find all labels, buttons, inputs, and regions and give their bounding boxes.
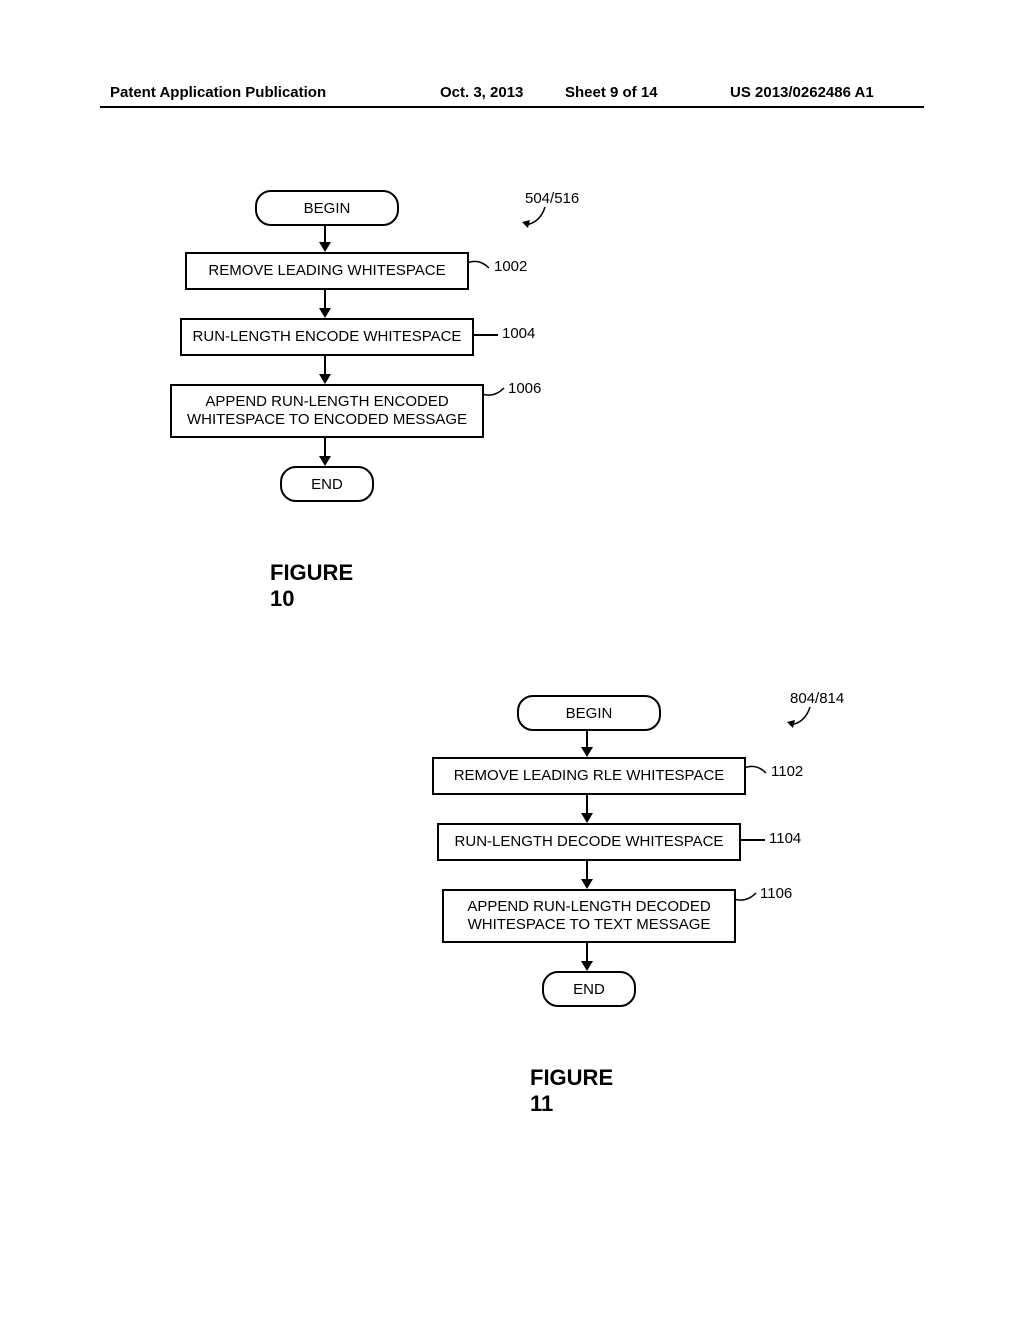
fig10-arrow-2 bbox=[324, 288, 326, 308]
fig10-step-1002-label: REMOVE LEADING WHITESPACE bbox=[208, 262, 445, 280]
fig11-ref-1106: 1106 bbox=[760, 885, 792, 902]
fig11-step-1106: APPEND RUN-LENGTH DECODED WHITESPACE TO … bbox=[442, 889, 736, 943]
fig10-ref-1002: 1002 bbox=[494, 258, 527, 275]
fig11-begin-label: BEGIN bbox=[566, 705, 613, 722]
fig10-step-1004-label: RUN-LENGTH ENCODE WHITESPACE bbox=[193, 328, 462, 346]
fig10-ref-1004: 1004 bbox=[502, 325, 535, 342]
fig11-ref-top-arrow bbox=[785, 705, 815, 730]
fig11-arrow-3 bbox=[586, 859, 588, 879]
fig10-begin: BEGIN bbox=[255, 190, 399, 226]
fig11-arrowhead-1 bbox=[581, 747, 593, 757]
fig10-arrow-4 bbox=[324, 436, 326, 456]
fig10-leader-1002 bbox=[467, 258, 492, 272]
fig11-leader-1104 bbox=[739, 839, 765, 841]
fig11-step-1102: REMOVE LEADING RLE WHITESPACE bbox=[432, 757, 746, 795]
fig11-arrow-1 bbox=[586, 729, 588, 747]
fig11-arrow-2 bbox=[586, 793, 588, 813]
fig10-ref-1006: 1006 bbox=[508, 380, 541, 397]
header-sheet: Sheet 9 of 14 bbox=[565, 84, 658, 101]
fig11-end-label: END bbox=[573, 981, 605, 998]
fig11-ref-1104: 1104 bbox=[769, 830, 801, 847]
fig11-step-1104-label: RUN-LENGTH DECODE WHITESPACE bbox=[455, 833, 724, 851]
fig10-step-1002: REMOVE LEADING WHITESPACE bbox=[185, 252, 469, 290]
fig10-arrowhead-2 bbox=[319, 308, 331, 318]
fig10-arrowhead-4 bbox=[319, 456, 331, 466]
fig11-arrowhead-2 bbox=[581, 813, 593, 823]
fig10-step-1006: APPEND RUN-LENGTH ENCODED WHITESPACE TO … bbox=[170, 384, 484, 438]
fig11-step-1106-label: APPEND RUN-LENGTH DECODED WHITESPACE TO … bbox=[467, 898, 710, 934]
fig11-arrowhead-4 bbox=[581, 961, 593, 971]
header-left: Patent Application Publication bbox=[110, 84, 326, 101]
fig10-leader-1006 bbox=[482, 386, 507, 400]
fig10-leader-1004 bbox=[472, 334, 498, 336]
page: Patent Application Publication Oct. 3, 2… bbox=[0, 0, 1024, 1320]
fig11-caption: FIGURE 11 bbox=[530, 1065, 613, 1117]
fig11-arrow-4 bbox=[586, 941, 588, 961]
fig10-ref-top-arrow bbox=[520, 205, 550, 230]
fig11-ref-1102: 1102 bbox=[771, 763, 803, 780]
fig10-step-1006-label: APPEND RUN-LENGTH ENCODED WHITESPACE TO … bbox=[187, 393, 467, 429]
fig10-caption: FIGURE 10 bbox=[270, 560, 353, 612]
fig11-end: END bbox=[542, 971, 636, 1007]
fig11-leader-1106 bbox=[734, 891, 759, 905]
fig11-begin: BEGIN bbox=[517, 695, 661, 731]
fig10-arrowhead-3 bbox=[319, 374, 331, 384]
fig11-leader-1102 bbox=[744, 763, 769, 777]
fig10-arrow-3 bbox=[324, 354, 326, 374]
header-date: Oct. 3, 2013 bbox=[440, 84, 523, 101]
fig10-step-1004: RUN-LENGTH ENCODE WHITESPACE bbox=[180, 318, 474, 356]
header-pubno: US 2013/0262486 A1 bbox=[730, 84, 874, 101]
fig10-arrowhead-1 bbox=[319, 242, 331, 252]
fig11-arrowhead-3 bbox=[581, 879, 593, 889]
fig10-end: END bbox=[280, 466, 374, 502]
fig10-begin-label: BEGIN bbox=[304, 200, 351, 217]
fig10-arrow-1 bbox=[324, 224, 326, 242]
header-underline bbox=[100, 106, 924, 108]
fig11-step-1102-label: REMOVE LEADING RLE WHITESPACE bbox=[454, 767, 725, 785]
fig11-step-1104: RUN-LENGTH DECODE WHITESPACE bbox=[437, 823, 741, 861]
fig10-end-label: END bbox=[311, 476, 343, 493]
